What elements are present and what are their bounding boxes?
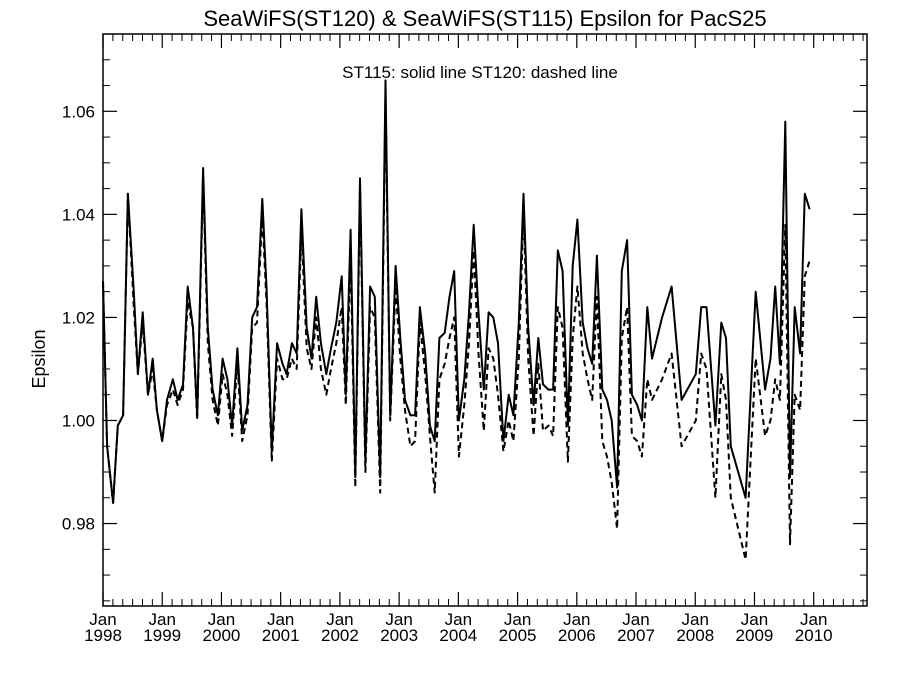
x-tick-month-label: Jan bbox=[622, 610, 649, 629]
y-tick-label: 1.02 bbox=[62, 308, 95, 327]
y-tick-label: 0.98 bbox=[62, 515, 95, 534]
x-tick-month-label: Jan bbox=[504, 610, 531, 629]
x-tick-month-label: Jan bbox=[800, 610, 827, 629]
x-tick-month-label: Jan bbox=[741, 610, 768, 629]
x-tick-month-label: Jan bbox=[267, 610, 294, 629]
series-line-st115 bbox=[102, 79, 811, 504]
y-tick-label: 1.06 bbox=[62, 102, 95, 121]
x-tick-year-label: 2007 bbox=[617, 626, 655, 645]
x-tick-year-label: 2003 bbox=[380, 626, 418, 645]
x-tick-year-label: 2004 bbox=[439, 626, 477, 645]
x-tick-year-label: 2006 bbox=[558, 626, 596, 645]
x-tick-year-label: 2002 bbox=[321, 626, 359, 645]
x-tick-month-label: Jan bbox=[326, 610, 353, 629]
y-tick-label: 1.04 bbox=[62, 205, 95, 224]
x-tick-year-label: 1998 bbox=[84, 626, 122, 645]
x-tick-year-label: 2005 bbox=[499, 626, 537, 645]
x-tick-year-label: 2000 bbox=[203, 626, 241, 645]
x-tick-month-label: Jan bbox=[445, 610, 472, 629]
y-axis-label: Epsilon bbox=[29, 329, 49, 388]
x-tick-month-label: Jan bbox=[89, 610, 116, 629]
x-tick-month-label: Jan bbox=[208, 610, 235, 629]
x-tick-year-label: 2010 bbox=[795, 626, 833, 645]
x-tick-month-label: Jan bbox=[563, 610, 590, 629]
chart-title: SeaWiFS(ST120) & SeaWiFS(ST115) Epsilon … bbox=[203, 6, 766, 31]
x-tick-year-label: 2001 bbox=[262, 626, 300, 645]
tick-labels: 0.981.001.021.041.06Jan1998Jan1999Jan200… bbox=[62, 102, 833, 645]
x-tick-year-label: 2008 bbox=[676, 626, 714, 645]
legend-annotation: ST115: solid line ST120: dashed line bbox=[342, 63, 618, 82]
x-tick-year-label: 2009 bbox=[736, 626, 774, 645]
x-tick-month-label: Jan bbox=[385, 610, 412, 629]
x-tick-month-label: Jan bbox=[682, 610, 709, 629]
plot-frame bbox=[102, 33, 868, 607]
y-tick-label: 1.00 bbox=[62, 411, 95, 430]
x-tick-year-label: 1999 bbox=[143, 626, 181, 645]
series-lines bbox=[102, 79, 811, 561]
x-tick-month-label: Jan bbox=[149, 610, 176, 629]
axis-ticks bbox=[102, 33, 867, 606]
